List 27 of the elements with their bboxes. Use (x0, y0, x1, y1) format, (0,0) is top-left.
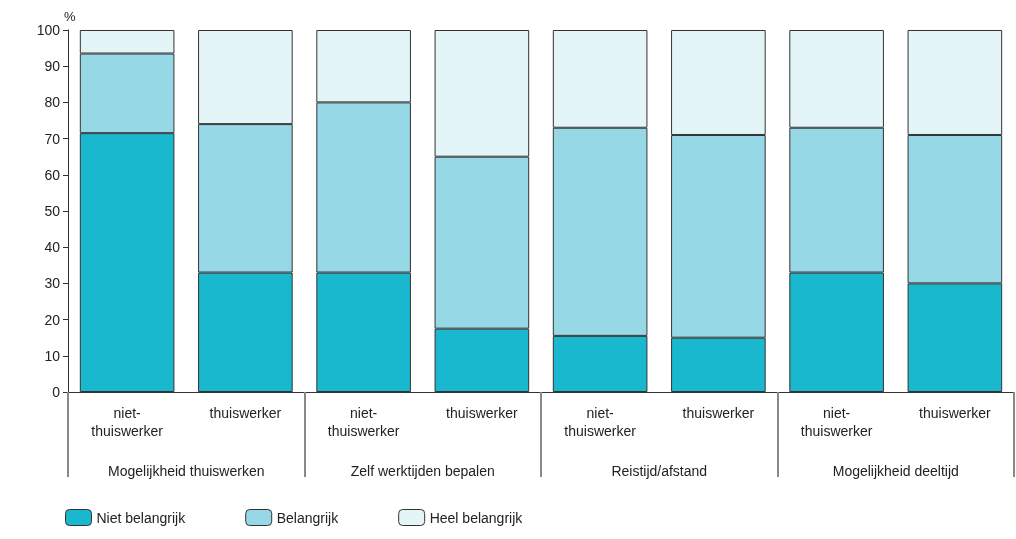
y-tick-label: 60 (44, 166, 61, 183)
y-tick-label: 10 (44, 347, 61, 364)
legend-label: Heel belangrijk (429, 509, 524, 526)
text: Zelf werktijden bepalen (350, 463, 495, 479)
x-tick-label: niet-thuiswerker (91, 405, 164, 439)
y-tick-label: 20 (44, 311, 61, 328)
text: Reistijd/afstand (611, 463, 708, 479)
x-tick-label: niet-thuiswerker (564, 405, 637, 439)
text: Mogelijkheid thuiswerken (108, 463, 265, 479)
y-tick-label: 90 (44, 58, 61, 75)
y-tick-label: 30 (44, 275, 61, 292)
x-tick-label: thuiswerker (446, 405, 518, 421)
legend-label: Belangrijk (276, 509, 340, 526)
y-axis-title: % (64, 9, 76, 25)
y-tick-label: 80 (44, 94, 61, 111)
y-tick-label: 100 (36, 22, 61, 38)
y-tick-label: 0 (52, 384, 61, 400)
y-tick-label: 50 (44, 203, 61, 219)
x-tick-label: thuiswerker (919, 405, 991, 421)
x-tick-label: thuiswerker (209, 405, 282, 421)
y-tick-label: 70 (44, 130, 61, 147)
x-tick-label: thuiswerker (682, 405, 755, 421)
legend-label: Niet belangrijk (96, 509, 187, 526)
x-tick-label: niet-thuiswerker (327, 405, 400, 439)
text: Mogelijkheid deeltijd (832, 463, 959, 479)
y-tick-label: 40 (44, 239, 61, 256)
x-tick-label: niet-thuiswerker (800, 405, 873, 439)
